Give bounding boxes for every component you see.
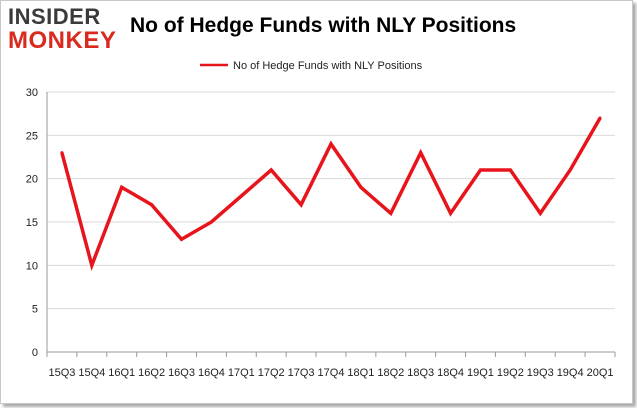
data-point — [389, 211, 393, 215]
data-point — [359, 185, 363, 189]
data-point — [239, 194, 243, 198]
data-point — [449, 211, 453, 215]
tick-labels: 0 5 10 15 20 25 30 15Q3 15Q4 16Q1 16Q2 16Q3 16Q4 17Q1… — [26, 87, 614, 379]
x-tick-label: 17Q4 — [318, 367, 345, 379]
x-tick-label: 15Q3 — [48, 367, 75, 379]
x-tick-label: 19Q1 — [467, 367, 494, 379]
x-tick-label: 16Q4 — [198, 367, 225, 379]
x-tick-label: 19Q4 — [557, 367, 584, 379]
x-tick-label: 16Q3 — [168, 367, 195, 379]
y-tick-label: 15 — [26, 217, 38, 229]
data-point — [508, 168, 512, 172]
logo-line-2: MONKEY — [8, 27, 117, 54]
data-point — [209, 220, 213, 224]
x-tick-label: 16Q2 — [138, 367, 165, 379]
gridlines — [47, 91, 615, 310]
data-point — [568, 168, 572, 172]
data-point — [150, 203, 154, 207]
x-tick-label: 20Q1 — [587, 367, 614, 379]
data-point — [60, 151, 64, 155]
x-tick-label: 18Q1 — [347, 367, 374, 379]
series-layer — [60, 116, 602, 271]
data-point — [120, 185, 124, 189]
legend-label: No of Hedge Funds with NLY Positions — [233, 60, 423, 72]
insider-monkey-logo: INSIDER MONKEY — [8, 6, 120, 54]
x-tick-label: 19Q3 — [527, 367, 554, 379]
x-tick-label: 17Q2 — [258, 367, 285, 379]
y-tick-label: 0 — [32, 347, 38, 359]
series-line — [60, 117, 602, 271]
x-tick-label: 17Q3 — [288, 367, 315, 379]
x-tick-label: 18Q3 — [407, 367, 434, 379]
data-point — [538, 211, 542, 215]
y-tick-label: 30 — [26, 87, 38, 99]
y-tick-label: 10 — [26, 260, 38, 272]
x-tick-label: 18Q2 — [377, 367, 404, 379]
data-point — [478, 168, 482, 172]
data-point — [299, 203, 303, 207]
data-point — [598, 116, 602, 120]
chart-title: No of Hedge Funds with NLY Positions — [130, 14, 517, 37]
legend: No of Hedge Funds with NLY Positions — [200, 60, 423, 72]
axes — [46, 92, 616, 357]
y-tick-label: 5 — [32, 304, 38, 316]
logo-line-1: INSIDER — [8, 4, 101, 29]
x-tick-label: 15Q4 — [78, 367, 105, 379]
data-point — [419, 151, 423, 155]
y-tick-label: 25 — [26, 130, 38, 142]
x-tick-label: 18Q4 — [437, 367, 464, 379]
x-tick-label: 17Q1 — [228, 367, 255, 379]
data-point — [329, 142, 333, 146]
data-point — [269, 168, 273, 172]
data-point — [180, 237, 184, 241]
y-tick-label: 20 — [26, 174, 38, 186]
x-tick-label: 16Q1 — [108, 367, 135, 379]
x-tick-label: 19Q2 — [497, 367, 524, 379]
data-point — [90, 263, 94, 267]
